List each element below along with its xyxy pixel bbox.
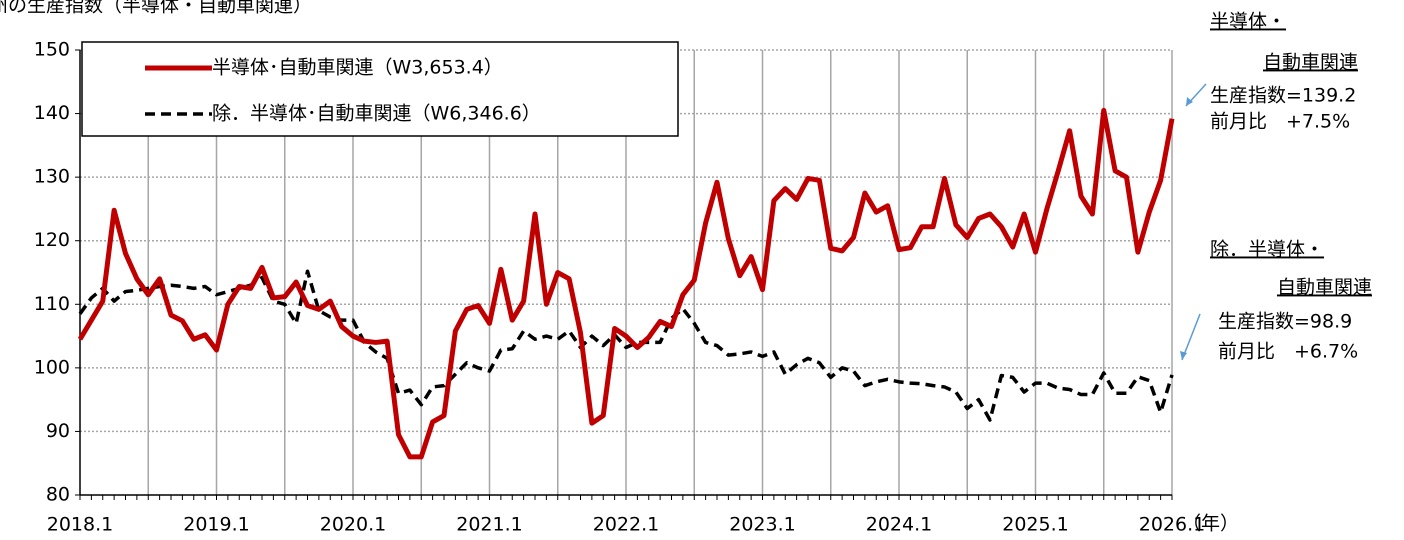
annotation: 生産指数=98.9 xyxy=(1218,311,1352,333)
x-tick-label: 2021.1 xyxy=(456,514,522,536)
legend-label: 除．半導体･自動車関連（W6,346.6） xyxy=(212,103,541,125)
legend-label: 半導体･自動車関連（W3,653.4） xyxy=(212,57,503,79)
y-tick-label: 80 xyxy=(46,484,70,506)
x-axis-label: （年） xyxy=(1182,513,1239,535)
y-tick-label: 100 xyxy=(34,356,70,378)
x-tick-label: 2023.1 xyxy=(729,514,795,536)
annotation: 除．半導体・ xyxy=(1210,239,1324,261)
y-tick-label: 140 xyxy=(34,102,70,124)
annotation: 前月比 +6.7% xyxy=(1218,341,1358,363)
x-tick-label: 2020.1 xyxy=(320,514,386,536)
annotation: 前月比 +7.5% xyxy=(1210,111,1350,133)
arrow xyxy=(1181,313,1201,361)
y-tick-label: 130 xyxy=(34,166,70,188)
annotation: 自動車関連 xyxy=(1277,277,1372,299)
y-tick-label: 120 xyxy=(34,229,70,251)
legend-box xyxy=(81,41,679,137)
annotation: 半導体・ xyxy=(1210,11,1286,33)
annotation: 自動車関連 xyxy=(1263,52,1358,74)
y-tick-label: 90 xyxy=(46,420,70,442)
x-tick-label: 2024.1 xyxy=(866,514,932,536)
x-tick-label: 2025.1 xyxy=(1002,514,1068,536)
x-tick-label: 2026.1 xyxy=(1139,514,1205,536)
line-series xyxy=(78,269,1174,422)
arrow-head xyxy=(1180,351,1187,360)
arrow-head xyxy=(1186,97,1193,106)
chart-title: 九州の生産指数（半導体・自動車関連） xyxy=(0,0,312,17)
x-tick-label: 2022.1 xyxy=(593,514,659,536)
x-tick-label: 2019.1 xyxy=(183,514,249,536)
x-tick-label: 2018.1 xyxy=(47,514,113,536)
y-tick-label: 150 xyxy=(34,39,70,61)
line-series xyxy=(77,107,1175,460)
annotation: 生産指数=139.2 xyxy=(1210,85,1356,107)
y-tick-label: 110 xyxy=(34,293,70,315)
